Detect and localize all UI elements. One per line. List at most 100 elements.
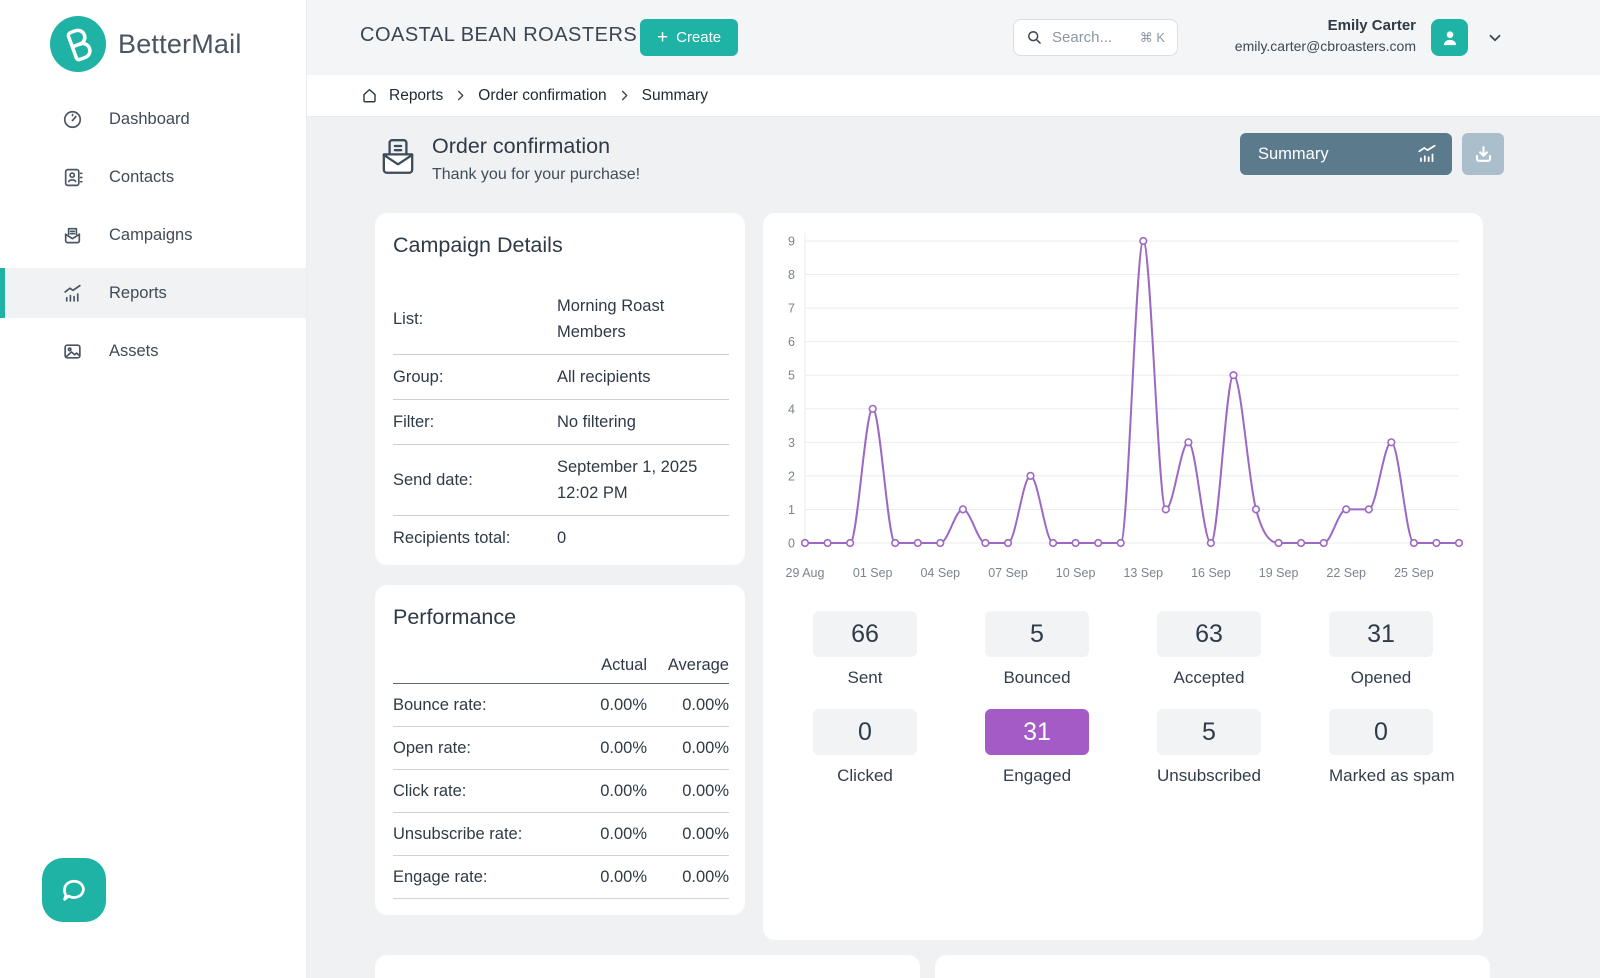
plus-icon: + <box>657 27 669 48</box>
svg-text:25 Sep: 25 Sep <box>1394 566 1434 580</box>
main-content: Order confirmation Thank you for your pu… <box>307 117 1600 978</box>
brand-name: BetterMail <box>118 28 242 59</box>
stat-bounced-label: Bounced <box>1003 668 1071 687</box>
stat-accepted: 63 Accepted <box>1157 611 1261 688</box>
breadcrumb-separator-icon <box>453 88 468 103</box>
stat-clicked-value[interactable]: 0 <box>813 709 917 755</box>
breadcrumb-item-reports[interactable]: Reports <box>389 86 444 104</box>
svg-text:9: 9 <box>788 235 795 249</box>
stat-unsubscribed: 5 Unsubscribed <box>1157 709 1261 786</box>
person-icon <box>1443 30 1456 45</box>
bottom-right-card <box>935 955 1490 978</box>
user-menu-chevron[interactable] <box>1486 29 1504 47</box>
svg-text:13 Sep: 13 Sep <box>1123 566 1163 580</box>
stat-unsubscribed-value[interactable]: 5 <box>1157 709 1261 755</box>
svg-text:19 Sep: 19 Sep <box>1259 566 1299 580</box>
detail-row-list: List: Morning Roast Members <box>393 284 729 355</box>
brand-logo[interactable]: BetterMail <box>0 0 306 72</box>
page-title: Order confirmation <box>432 134 611 158</box>
svg-text:04 Sep: 04 Sep <box>920 566 960 580</box>
download-report-button[interactable] <box>1462 133 1504 175</box>
svg-text:4: 4 <box>788 402 795 416</box>
stat-engaged-label: Engaged <box>1002 766 1072 785</box>
performance-row-open: Open rate: 0.00% 0.00% <box>393 727 729 770</box>
svg-text:16 Sep: 16 Sep <box>1191 566 1231 580</box>
stat-accepted-label: Accepted <box>1173 668 1245 687</box>
breadcrumb-item-campaign[interactable]: Order confirmation <box>478 86 607 104</box>
performance-table: Actual Average Bounce rate: 0.00% 0.00% … <box>393 650 729 899</box>
performance-row-bounce: Bounce rate: 0.00% 0.00% <box>393 684 729 727</box>
summary-view-button-label: Summary <box>1258 144 1329 163</box>
campaign-envelope-icon <box>382 139 414 174</box>
download-icon <box>1475 145 1491 162</box>
chevron-down-icon <box>1489 34 1501 42</box>
search-placeholder: Search... <box>1052 29 1113 46</box>
gauge-icon <box>62 109 83 130</box>
svg-text:10 Sep: 10 Sep <box>1056 566 1096 580</box>
svg-text:1: 1 <box>788 503 795 517</box>
detail-row-filter: Filter: No filtering <box>393 400 729 445</box>
stat-marked-spam: 0 Marked as spam <box>1329 709 1455 786</box>
sidebar: BetterMail Dashboard Contacts Campaigns … <box>0 0 307 978</box>
stat-opened: 31 Opened <box>1329 611 1433 688</box>
user-name: Emily Carter <box>1327 17 1416 34</box>
breadcrumb-separator-icon <box>617 88 632 103</box>
svg-text:07 Sep: 07 Sep <box>988 566 1028 580</box>
stat-marked-spam-value[interactable]: 0 <box>1329 709 1433 755</box>
bottom-left-card <box>375 955 920 978</box>
avatar[interactable] <box>1431 19 1468 56</box>
sidebar-item-contacts[interactable]: Contacts <box>0 152 306 202</box>
create-button[interactable]: + Create <box>640 19 739 56</box>
home-icon[interactable] <box>360 86 379 105</box>
stat-marked-spam-label: Marked as spam <box>1329 766 1455 785</box>
performance-row-click: Click rate: 0.00% 0.00% <box>393 770 729 813</box>
user-email: emily.carter@cbroasters.com <box>1234 38 1416 54</box>
engagement-chart-card: 0 1 2 3 4 5 6 7 8 9 29 Aug 01 Sep 04 Sep 07 Sep 10 Sep… <box>763 213 1483 940</box>
stat-opened-value[interactable]: 31 <box>1329 611 1433 657</box>
breadcrumb-item-summary: Summary <box>641 86 708 104</box>
page-subtitle: Thank you for your purchase! <box>432 166 641 183</box>
sidebar-item-label: Assets <box>109 341 159 360</box>
svg-text:8: 8 <box>788 268 795 282</box>
chat-widget-button[interactable] <box>42 858 106 922</box>
stat-bounced: 5 Bounced <box>985 611 1089 688</box>
detail-row-recipients-total: Recipients total: 0 <box>393 528 567 548</box>
analytics-icon <box>62 283 83 304</box>
col-header-average: Average <box>667 656 729 674</box>
chat-bubble-icon <box>63 879 85 901</box>
sidebar-nav: Dashboard Contacts Campaigns Reports Ass… <box>0 94 306 376</box>
stat-bounced-value[interactable]: 5 <box>985 611 1089 657</box>
summary-view-button[interactable]: Summary <box>1240 133 1452 175</box>
sidebar-item-dashboard[interactable]: Dashboard <box>0 94 306 144</box>
stat-accepted-value[interactable]: 63 <box>1157 611 1261 657</box>
engagement-line-chart[interactable]: 0 1 2 3 4 5 6 7 8 9 29 Aug 01 Sep 04 Sep 07 Sep 10 Sep… <box>771 221 1471 589</box>
analytics-icon <box>1418 144 1436 163</box>
svg-text:22 Sep: 22 Sep <box>1326 566 1366 580</box>
stat-engaged: 31 Engaged <box>985 709 1089 786</box>
breadcrumb: Reports Order confirmation Summary <box>307 75 1600 117</box>
performance-row-unsubscribe: Unsubscribe rate: 0.00% 0.00% <box>393 813 729 856</box>
campaign-details-card: Campaign Details List: Morning Roast Mem… <box>375 213 745 565</box>
performance-card: Performance Actual Average Bounce rate: … <box>375 585 745 915</box>
search-icon <box>1028 31 1041 44</box>
detail-row-send-date: Send date: September 1, 2025 12:02 PM <box>393 445 729 516</box>
sidebar-item-assets[interactable]: Assets <box>0 326 306 376</box>
workspace-title: COASTAL BEAN ROASTERS <box>360 24 638 46</box>
sidebar-item-reports[interactable]: Reports <box>0 268 306 318</box>
stat-sent-value[interactable]: 66 <box>813 611 917 657</box>
detail-row-group: Group: All recipients <box>393 355 729 400</box>
search-input[interactable]: Search... ⌘ K <box>1013 19 1178 56</box>
stat-sent-label: Sent <box>847 668 883 687</box>
stat-opened-label: Opened <box>1350 668 1412 687</box>
sidebar-item-label: Campaigns <box>109 225 193 244</box>
performance-title: Performance <box>393 605 517 629</box>
performance-row-engage: Engage rate: 0.00% 0.00% <box>393 856 729 899</box>
campaign-details-title: Campaign Details <box>393 233 563 257</box>
sidebar-item-label: Contacts <box>109 167 175 186</box>
topbar: COASTAL BEAN ROASTERS + Create Search...… <box>307 0 1600 75</box>
sidebar-item-campaigns[interactable]: Campaigns <box>0 210 306 260</box>
envelope-letter-icon <box>62 225 83 246</box>
stat-engaged-value[interactable]: 31 <box>985 709 1089 755</box>
svg-text:0: 0 <box>788 537 795 551</box>
svg-text:5: 5 <box>788 369 795 383</box>
